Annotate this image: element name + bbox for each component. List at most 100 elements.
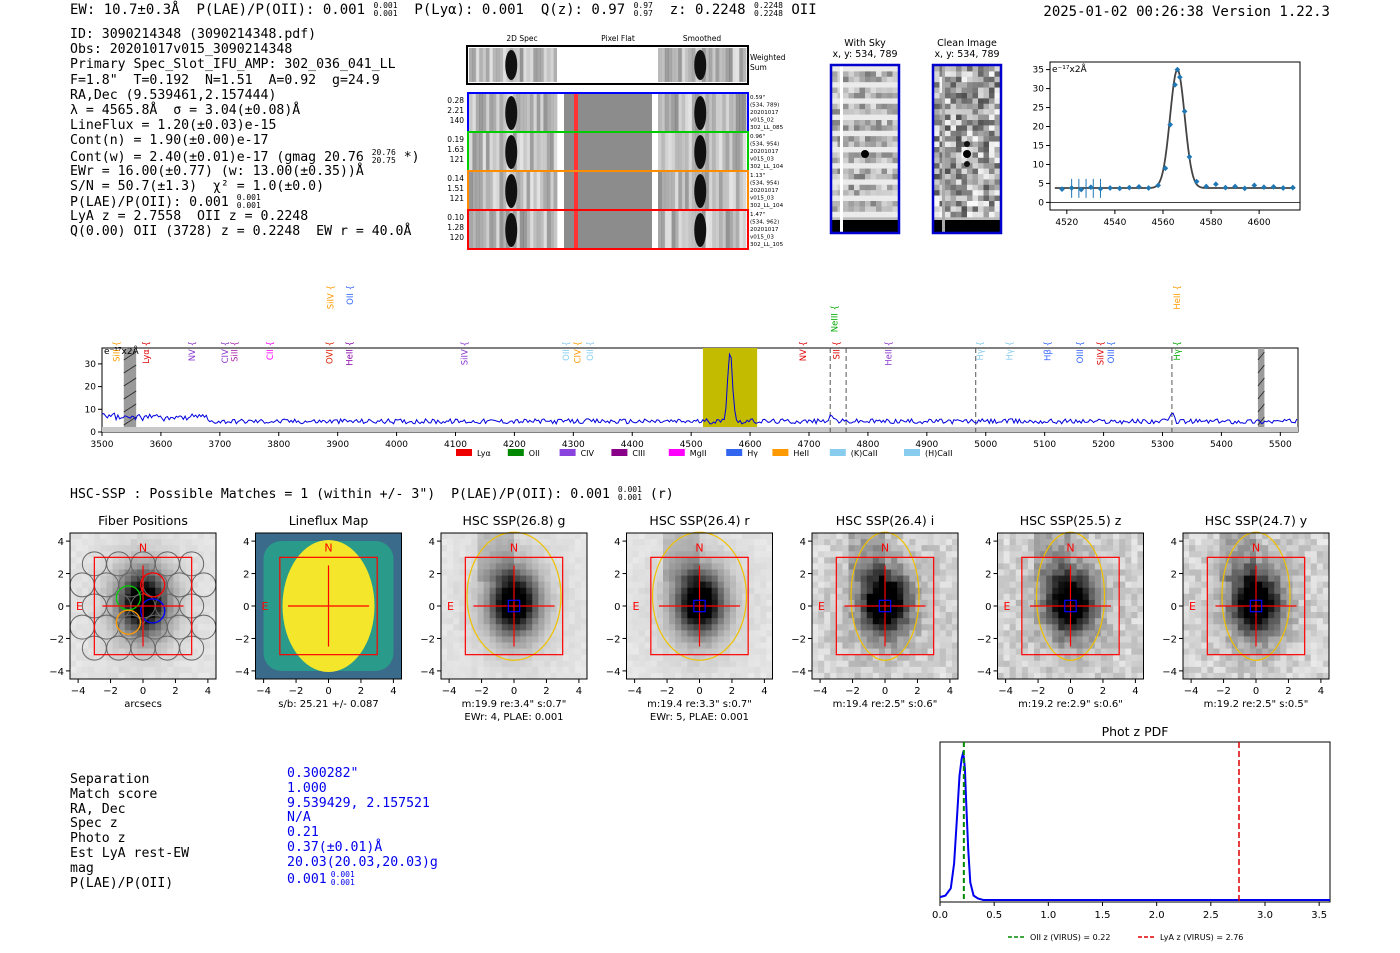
cutout-xtick-label: 2 — [172, 686, 178, 697]
cutout-xtick-label: −2 — [660, 686, 675, 697]
sky-pixel — [848, 184, 855, 191]
spectrum-frame — [101, 347, 1299, 433]
cutout-pixel — [1280, 636, 1287, 643]
cutout-pixel — [526, 551, 533, 558]
cutout-pixel — [441, 654, 448, 662]
cutout-pixel — [580, 563, 588, 570]
cutout-pixel — [754, 666, 761, 674]
cutout-pixel — [760, 612, 767, 619]
cutout-pixel — [687, 666, 694, 674]
cutout-pixel — [167, 606, 174, 613]
sky-pixel — [978, 201, 984, 207]
spectrum-ytick-label: 30 — [85, 360, 97, 370]
cutout-pixel — [1225, 587, 1233, 595]
sky-pixel — [870, 168, 877, 175]
spectrum-ylabel: e⁻¹⁷x2Å — [104, 345, 140, 357]
sky-pixel — [832, 87, 838, 94]
cutout-pixel — [766, 557, 773, 564]
cutout-pixel — [754, 642, 761, 649]
sky-pixel — [854, 211, 860, 218]
cutout-pixel — [514, 672, 521, 680]
cutout-pixel — [1268, 587, 1275, 595]
cutout-pixel — [1015, 654, 1023, 662]
cutout-pixel — [544, 551, 551, 558]
cutout-pixel — [1052, 606, 1059, 613]
cutout-pixel — [441, 612, 448, 619]
cutout-ytick-label: 2 — [800, 570, 806, 581]
cutout-pixel — [1231, 593, 1239, 601]
cutout-pixel — [891, 618, 898, 625]
cutout-pixel — [878, 606, 886, 613]
cutout-pixel — [1316, 581, 1324, 589]
cutout-caption: EWr: 5, PLAE: 0.001 — [650, 712, 749, 723]
cutout-pixel — [70, 539, 77, 546]
cutout-pixel — [471, 593, 478, 601]
cutout-pixel — [1213, 533, 1220, 540]
cutout-pixel — [124, 648, 132, 656]
cutout-ytick-label: −4 — [791, 667, 806, 678]
sky-pixel — [859, 195, 866, 202]
cutout-pixel — [951, 557, 959, 564]
sky-pixel — [892, 147, 899, 153]
cutout-pixel — [143, 606, 150, 613]
cutout-pixel — [754, 606, 761, 613]
sky-pixel — [865, 141, 871, 148]
cutout-pixel — [465, 557, 472, 564]
cutout-pixel — [1082, 660, 1090, 668]
cutout-pixel — [538, 569, 545, 576]
sky-pixel — [832, 76, 838, 83]
cutout-pixel — [550, 648, 557, 656]
weighted-label: Weighted — [750, 53, 786, 62]
strip-pixel — [691, 94, 696, 132]
cutout-pixel — [632, 533, 640, 540]
cutout-pixel — [1009, 666, 1017, 674]
cutout-pixel — [644, 648, 652, 656]
cutout-pixel — [626, 624, 633, 631]
strip-pixel — [658, 133, 662, 171]
sky-pixel — [848, 195, 855, 202]
sky-pixel — [859, 66, 866, 72]
cutout-pixel — [562, 575, 570, 583]
strip-pixel — [718, 133, 723, 171]
cutout-pixel — [556, 612, 564, 619]
cutout-pixel — [1009, 569, 1017, 576]
cutout-pixel — [663, 612, 670, 619]
cutout-pixel — [860, 666, 868, 674]
cutout-pixel — [860, 612, 868, 619]
cutout-pixel — [836, 593, 843, 601]
cutout-pixel — [675, 624, 682, 631]
cutout-title: Lineflux Map — [289, 513, 369, 528]
cutout-pixel — [1298, 569, 1306, 576]
cutout-pixel — [693, 624, 700, 631]
cutout-pixel — [997, 533, 1004, 540]
cutout-pixel — [106, 630, 113, 637]
sky-pixel — [989, 125, 995, 131]
cutout-pixel — [1286, 654, 1293, 662]
cutout-pixel — [1021, 666, 1029, 674]
sky-pixel — [832, 174, 838, 180]
cutout-pixel — [191, 539, 199, 546]
cutout-xtick-label: 0 — [140, 686, 146, 697]
cutout-pixel — [705, 642, 713, 649]
cutout-pixel — [1256, 581, 1263, 589]
cutout-pixel — [94, 612, 101, 619]
cutout-pixel — [76, 563, 83, 570]
sky-pixel — [945, 66, 951, 72]
cutout-pixel — [663, 539, 670, 546]
cutout-pixel — [1100, 630, 1108, 637]
sky-pixel — [865, 157, 871, 164]
cutout-pixel — [568, 642, 576, 649]
sky-pixel — [859, 157, 866, 164]
strip-pixel — [553, 94, 558, 132]
cutout-ytick-label: 4 — [985, 537, 991, 548]
search-box — [1021, 556, 1120, 656]
cutout-pixel — [1027, 545, 1035, 552]
sky-pixel — [876, 157, 882, 164]
cutout-pixel — [550, 618, 557, 625]
cutout-pixel — [1027, 587, 1035, 595]
sky-pixel — [983, 76, 990, 83]
cutout-pixel — [526, 636, 533, 643]
cutout-pixel — [650, 642, 658, 649]
cutout-pixel — [933, 666, 941, 674]
cutout-pixel — [1292, 587, 1299, 595]
